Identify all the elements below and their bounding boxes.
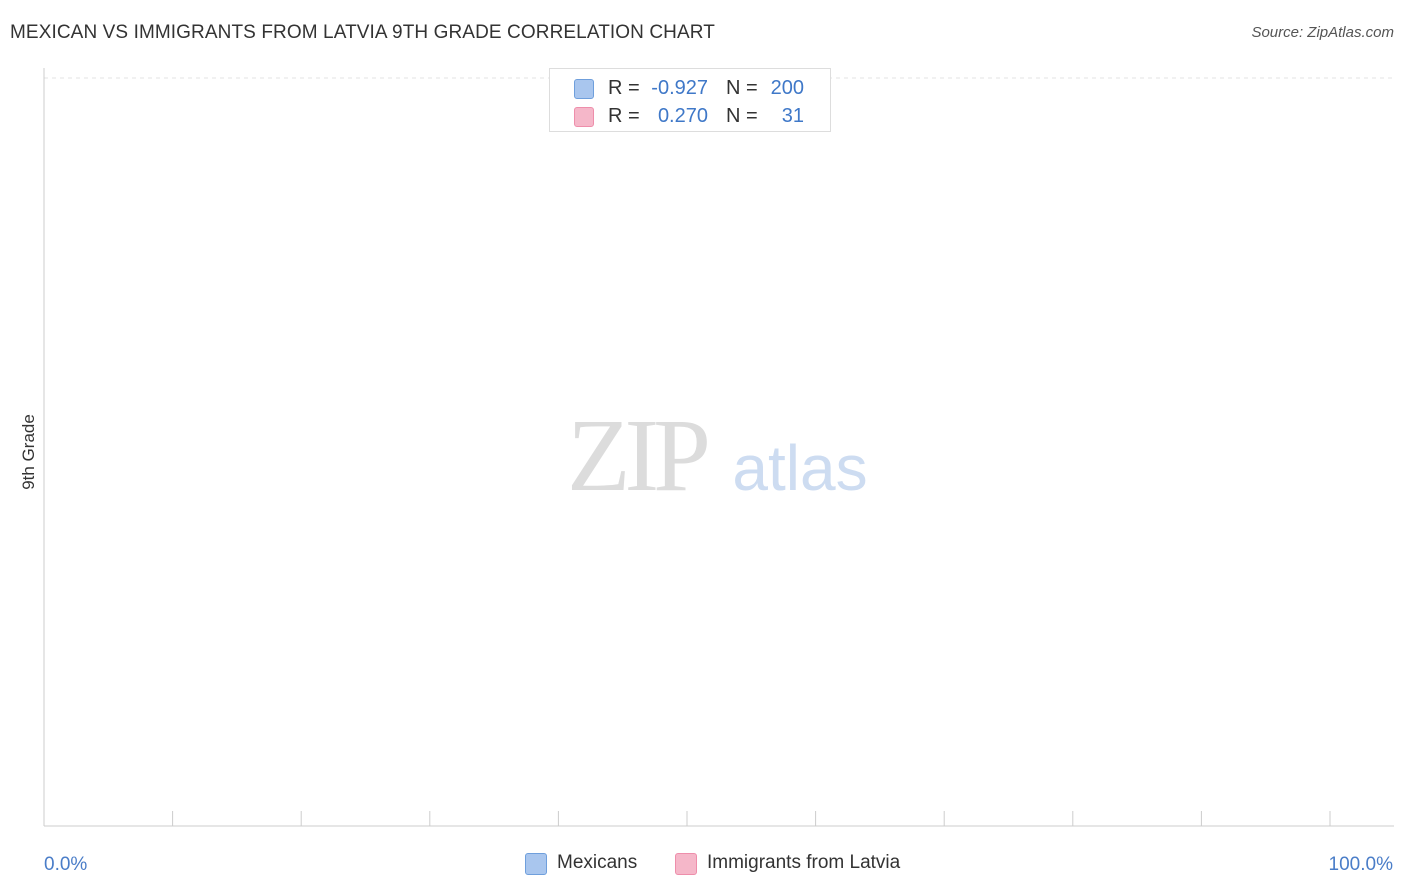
chart-title: MEXICAN VS IMMIGRANTS FROM LATVIA 9TH GR… [10, 22, 715, 43]
legend-swatch-mexicans [574, 79, 594, 99]
legend-swatch-latvia [574, 107, 594, 127]
watermark-atlas: atlas [732, 432, 867, 504]
legend-r-label: R = [608, 105, 640, 127]
legend-row-mexicans: R = -0.927 N = 200 [550, 75, 830, 103]
legend-n-label: N = [726, 77, 758, 99]
correlation-legend: R = -0.927 N = 200 R = 0.270 N = 31 [549, 68, 831, 132]
legend-r-label: R = [608, 77, 640, 99]
source-credit: Source: ZipAtlas.com [1251, 24, 1394, 41]
bottom-legend-label-latvia: Immigrants from Latvia [707, 852, 901, 873]
legend-n-value: 31 [781, 105, 804, 127]
bottom-legend-label-mexicans: Mexicans [557, 852, 638, 873]
axes-layer [43, 68, 1394, 827]
x-tick-label: 100.0% [1329, 854, 1394, 875]
legend-n-value: 200 [770, 77, 804, 99]
grid-layer [44, 77, 1394, 79]
legend-r-value: 0.270 [657, 105, 708, 127]
watermark: ZIP atlas [567, 398, 868, 513]
watermark-zip: ZIP [567, 398, 707, 513]
x-tick-label: 0.0% [44, 854, 87, 875]
bottom-legend-swatch-latvia [675, 853, 697, 875]
legend-r-value: -0.927 [651, 77, 708, 99]
bottom-legend-swatch-mexicans [525, 853, 547, 875]
legend-row-latvia: R = 0.270 N = 31 [550, 103, 830, 131]
legend-n-label: N = [726, 105, 758, 127]
labels-layer: 70.0%80.0%90.0%100.0%0.0%100.0%9th Grade [19, 414, 1394, 875]
y-axis-title: 9th Grade [19, 414, 38, 490]
